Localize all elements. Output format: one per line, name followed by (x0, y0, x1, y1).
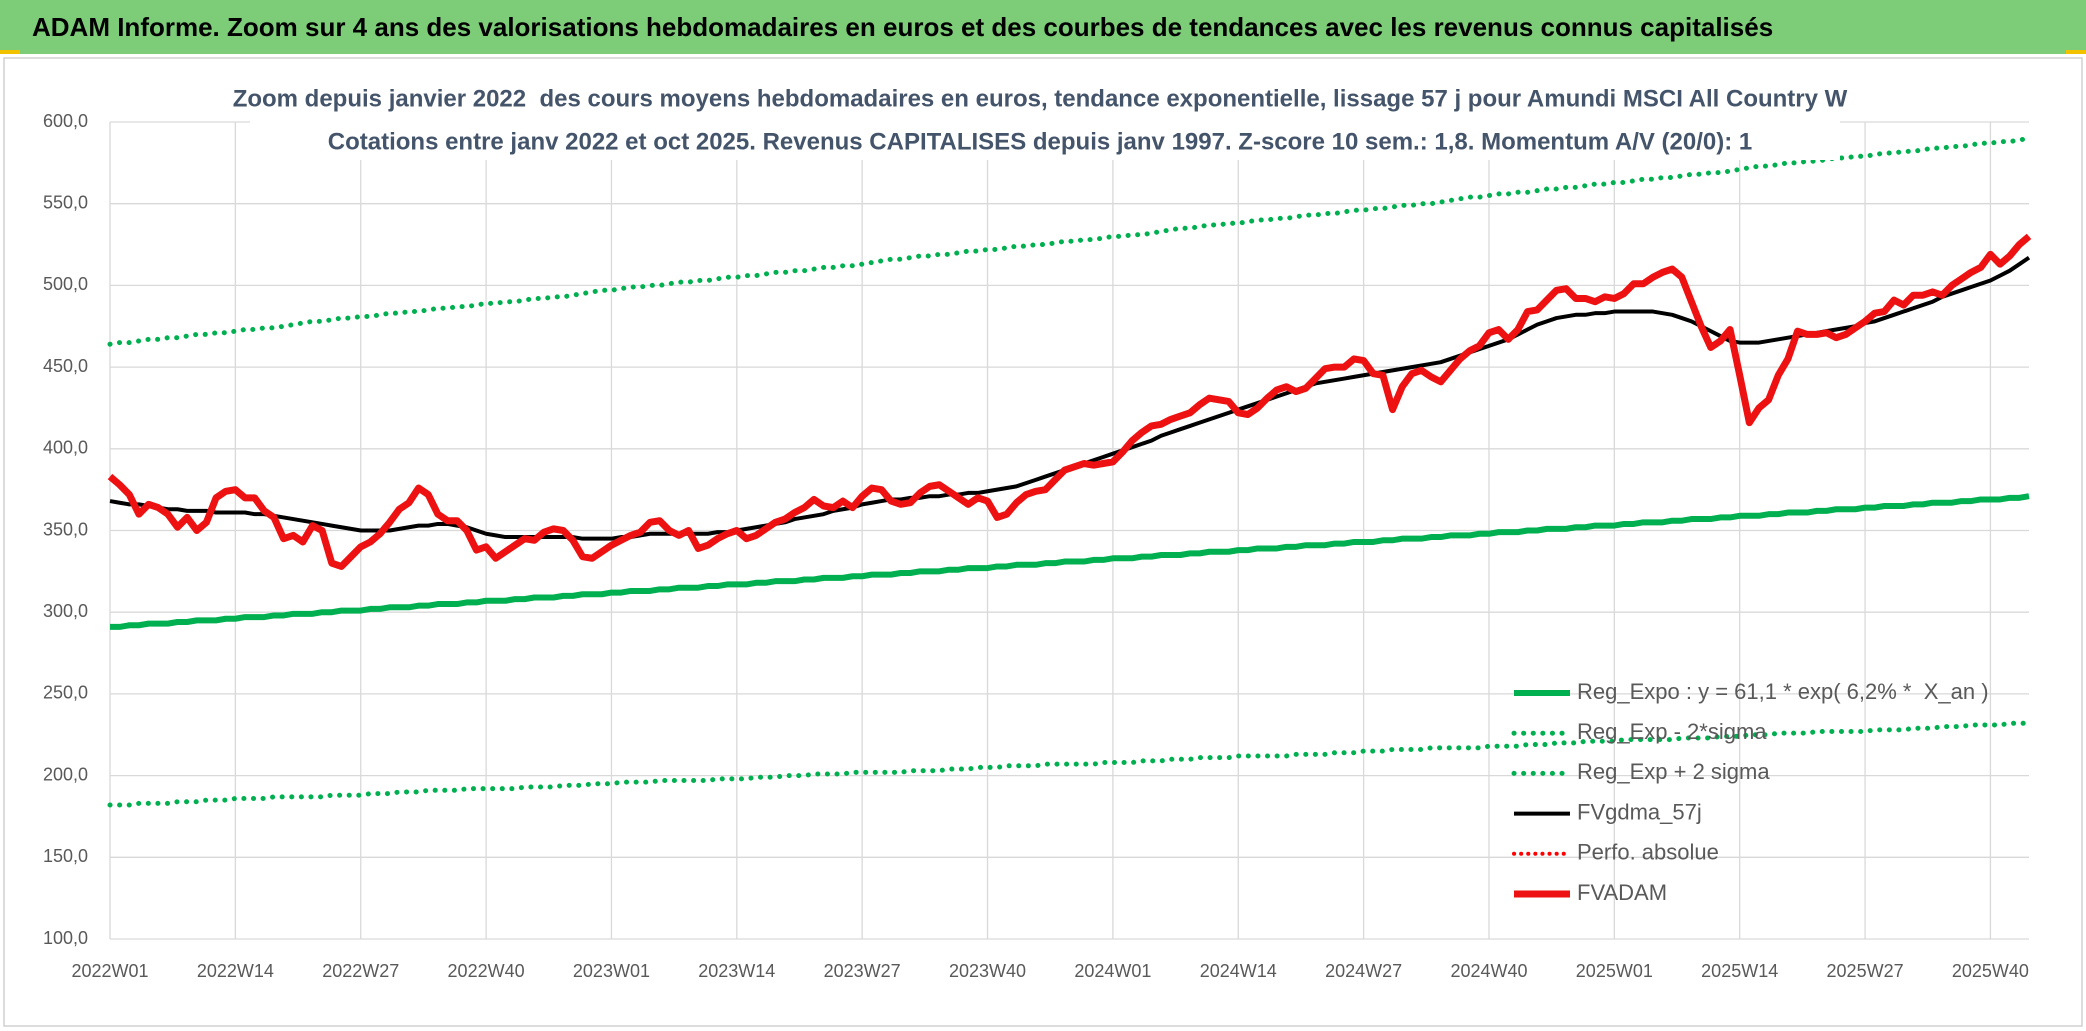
corner-mark (2066, 50, 2086, 54)
y-tick-label: 250,0 (43, 683, 88, 703)
legend-label: FVgdma_57j (1577, 799, 1702, 824)
header-bar (0, 0, 2086, 54)
x-tick-label: 2022W14 (197, 961, 274, 981)
y-tick-label: 500,0 (43, 274, 88, 294)
series-line (110, 493, 2030, 630)
y-tick-label: 200,0 (43, 764, 88, 784)
x-tick-label: 2023W14 (698, 961, 775, 981)
x-tick-label: 2024W27 (1325, 961, 1402, 981)
series-line (107, 233, 2032, 570)
y-tick-label: 300,0 (43, 601, 88, 621)
legend-label: FVADAM (1577, 880, 1667, 905)
series-line (107, 135, 2032, 347)
y-tick-label: 400,0 (43, 438, 88, 458)
x-tick-label: 2025W14 (1701, 961, 1778, 981)
x-tick-label: 2022W01 (71, 961, 148, 981)
header-title: ADAM Informe. Zoom sur 4 ans des valoris… (32, 12, 1773, 42)
x-tick-label: 2023W27 (824, 961, 901, 981)
legend-label: Perfo. absolue (1577, 840, 1719, 865)
x-tick-label: 2025W27 (1827, 961, 1904, 981)
x-tick-label: 2024W01 (1074, 961, 1151, 981)
grid: 100,0 150,0 200,0 250,0 300,0 350,0 400,0 450,0… (43, 111, 2029, 981)
x-tick-label: 2025W01 (1576, 961, 1653, 981)
plot-lines (107, 135, 2032, 808)
y-tick-label: 550,0 (43, 192, 88, 212)
legend-label: Reg_Exp - 2*sigma (1577, 719, 1767, 744)
y-tick-label: 100,0 (43, 928, 88, 948)
legend-label: Reg_Exp + 2 sigma (1577, 759, 1770, 784)
title-backdrop (250, 80, 1840, 160)
x-tick-label: 2024W14 (1200, 961, 1277, 981)
x-tick-label: 2022W40 (448, 961, 525, 981)
chart-subtitle: Cotations entre janv 2022 et oct 2025. R… (328, 128, 1752, 155)
y-tick-label: 150,0 (43, 846, 88, 866)
chart-frame (3, 57, 2083, 1027)
legend: Reg_Expo : y = 61,1 * exp( 6,2% * X_an )… (1511, 679, 1989, 905)
x-tick-label: 2024W40 (1450, 961, 1527, 981)
y-tick-label: 350,0 (43, 519, 88, 539)
corner-mark (0, 50, 20, 54)
x-tick-label: 2023W01 (573, 961, 650, 981)
x-tick-label: 2022W27 (322, 961, 399, 981)
y-tick-label: 600,0 (43, 111, 88, 131)
series-line (107, 720, 2032, 808)
x-tick-label: 2023W40 (949, 961, 1026, 981)
legend-label: Reg_Expo : y = 61,1 * exp( 6,2% * X_an ) (1577, 679, 1989, 704)
y-tick-label: 450,0 (43, 356, 88, 376)
chart-title: Zoom depuis janvier 2022 des cours moyen… (233, 85, 1848, 112)
x-tick-label: 2025W40 (1952, 961, 2029, 981)
